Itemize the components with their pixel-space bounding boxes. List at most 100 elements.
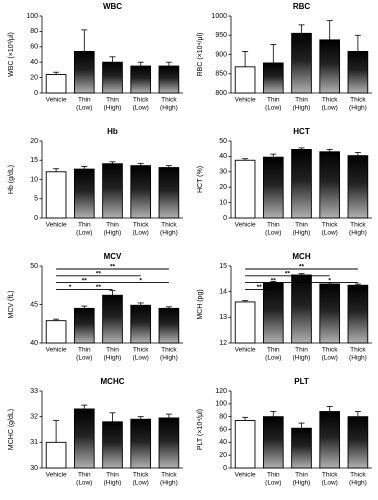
x-tick-label: (High) (160, 105, 178, 112)
y-tick-label: 0 (34, 90, 38, 97)
y-tick-label: 0 (34, 215, 38, 222)
y-axis-label: WBC (×10³/μl) (8, 32, 15, 77)
y-axis-label: PLT (×10⁴/μl) (197, 409, 204, 450)
significance-label: ** (82, 277, 88, 284)
significance-label: ** (96, 284, 102, 291)
y-tick-label: 50 (219, 138, 227, 145)
x-tick-label: (High) (349, 480, 367, 487)
significance-label: ** (96, 271, 102, 278)
bar (262, 62, 284, 94)
y-tick-label: 15 (219, 263, 227, 270)
y-tick-label: 80 (219, 414, 227, 421)
x-tick-label: Thick (350, 97, 366, 104)
x-tick-label: Thick (133, 347, 149, 354)
x-tick-label: (High) (160, 355, 178, 362)
bar (347, 155, 369, 219)
bar (45, 74, 67, 94)
y-tick-label: 40 (30, 340, 38, 347)
y-axis-label: MCH (pg) (197, 289, 204, 319)
significance-label: ** (257, 284, 263, 291)
x-tick-label: Thin (267, 97, 280, 104)
bar (319, 39, 341, 94)
bar (319, 411, 341, 469)
bar (347, 416, 369, 469)
bar (347, 50, 369, 94)
bar (102, 61, 123, 94)
bar (73, 50, 95, 94)
panel: RBC RBC (×10⁴/μl) 800 850 900 950 1000 Vehicle T… (197, 2, 372, 112)
x-tick-label: (Low) (322, 230, 338, 237)
significance-label: ** (110, 264, 116, 271)
y-tick-label: 40 (219, 153, 227, 160)
x-tick-label: Thin (106, 222, 119, 229)
x-tick-label: Vehicle (46, 347, 67, 354)
panel-title: MCHC (101, 377, 125, 386)
bar (262, 416, 284, 469)
bar (291, 32, 312, 94)
significance-label: * (139, 277, 142, 284)
x-tick-label: (Low) (133, 230, 149, 237)
x-tick-label: Vehicle (235, 222, 256, 229)
y-tick-label: 15 (30, 157, 38, 164)
x-tick-label: (High) (104, 480, 122, 487)
x-tick-label: Thin (106, 347, 119, 354)
panel-title: PLT (294, 377, 309, 386)
bar (291, 274, 312, 344)
y-tick-label: 100 (26, 13, 38, 20)
x-tick-label: Thin (106, 97, 119, 104)
y-tick-label: 60 (219, 426, 227, 433)
y-tick-label: 950 (215, 32, 227, 39)
bar (130, 165, 152, 219)
x-tick-label: (High) (104, 355, 122, 362)
y-tick-label: 10 (30, 176, 38, 183)
bar (73, 408, 95, 469)
y-tick-label: 32 (30, 414, 38, 421)
x-tick-label: (Low) (76, 355, 92, 362)
x-tick-label: (Low) (133, 355, 149, 362)
significance-label: ** (299, 264, 305, 271)
x-tick-label: (High) (104, 105, 122, 112)
y-tick-label: 12 (219, 340, 227, 347)
x-tick-label: Thin (267, 347, 280, 354)
y-tick-label: 20 (219, 184, 227, 191)
y-tick-label: 120 (215, 388, 227, 395)
x-tick-label: Thick (133, 472, 149, 479)
bar (73, 168, 95, 219)
bar (102, 163, 123, 219)
y-tick-label: 60 (30, 44, 38, 51)
x-tick-label: (High) (160, 230, 178, 237)
x-tick-label: Vehicle (235, 472, 256, 479)
x-tick-label: Thick (350, 472, 366, 479)
y-tick-label: 40 (30, 59, 38, 66)
x-tick-label: Thick (322, 347, 338, 354)
x-tick-label: Thick (322, 97, 338, 104)
x-tick-label: Thin (295, 222, 308, 229)
y-tick-label: 900 (215, 51, 227, 58)
x-tick-label: Thin (267, 472, 280, 479)
x-tick-label: (High) (293, 480, 311, 487)
x-tick-label: (Low) (322, 480, 338, 487)
x-tick-label: Thick (322, 472, 338, 479)
y-tick-label: 40 (219, 439, 227, 446)
x-tick-label: (High) (293, 355, 311, 362)
bar (234, 159, 256, 219)
y-axis-label: RBC (×10⁴/μl) (197, 33, 204, 77)
bar (234, 66, 256, 94)
x-tick-label: Thin (78, 472, 91, 479)
x-tick-label: Thin (78, 222, 91, 229)
x-tick-label: (Low) (265, 230, 281, 237)
x-tick-label: Thin (295, 472, 308, 479)
bar (130, 65, 152, 94)
x-tick-label: (Low) (76, 480, 92, 487)
y-tick-label: 1000 (211, 13, 227, 20)
x-tick-label: Thick (161, 222, 177, 229)
x-tick-label: (High) (349, 230, 367, 237)
y-tick-label: 45 (30, 301, 38, 308)
bar (102, 294, 123, 344)
x-tick-label: Vehicle (46, 472, 67, 479)
significance-label: * (69, 284, 72, 291)
y-tick-label: 0 (223, 215, 227, 222)
